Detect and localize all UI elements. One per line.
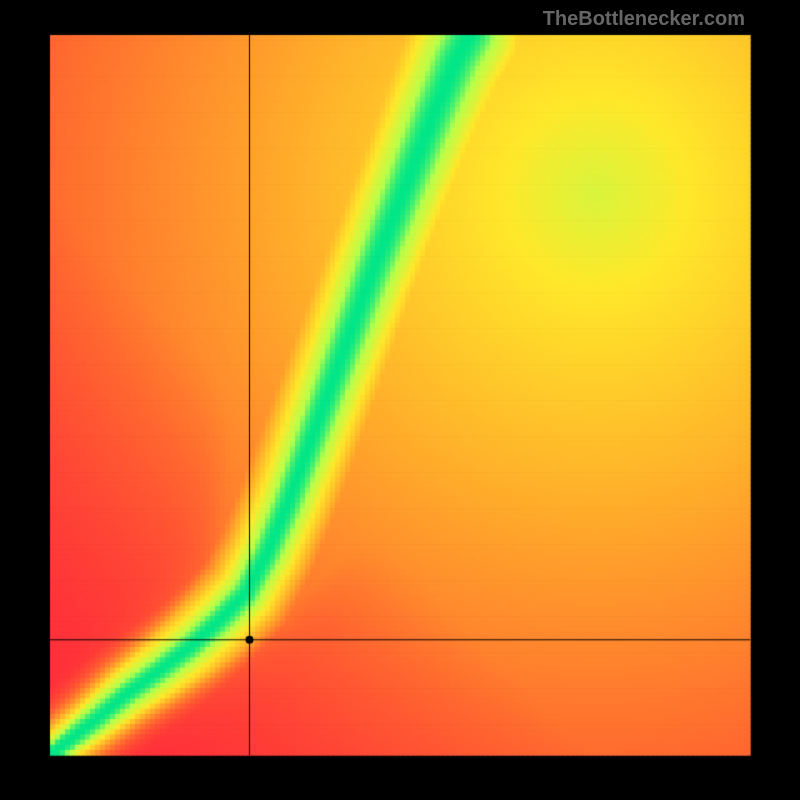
chart-container: TheBottlenecker.com <box>0 0 800 800</box>
bottleneck-heatmap <box>0 0 800 800</box>
attribution-label: TheBottlenecker.com <box>543 8 745 31</box>
